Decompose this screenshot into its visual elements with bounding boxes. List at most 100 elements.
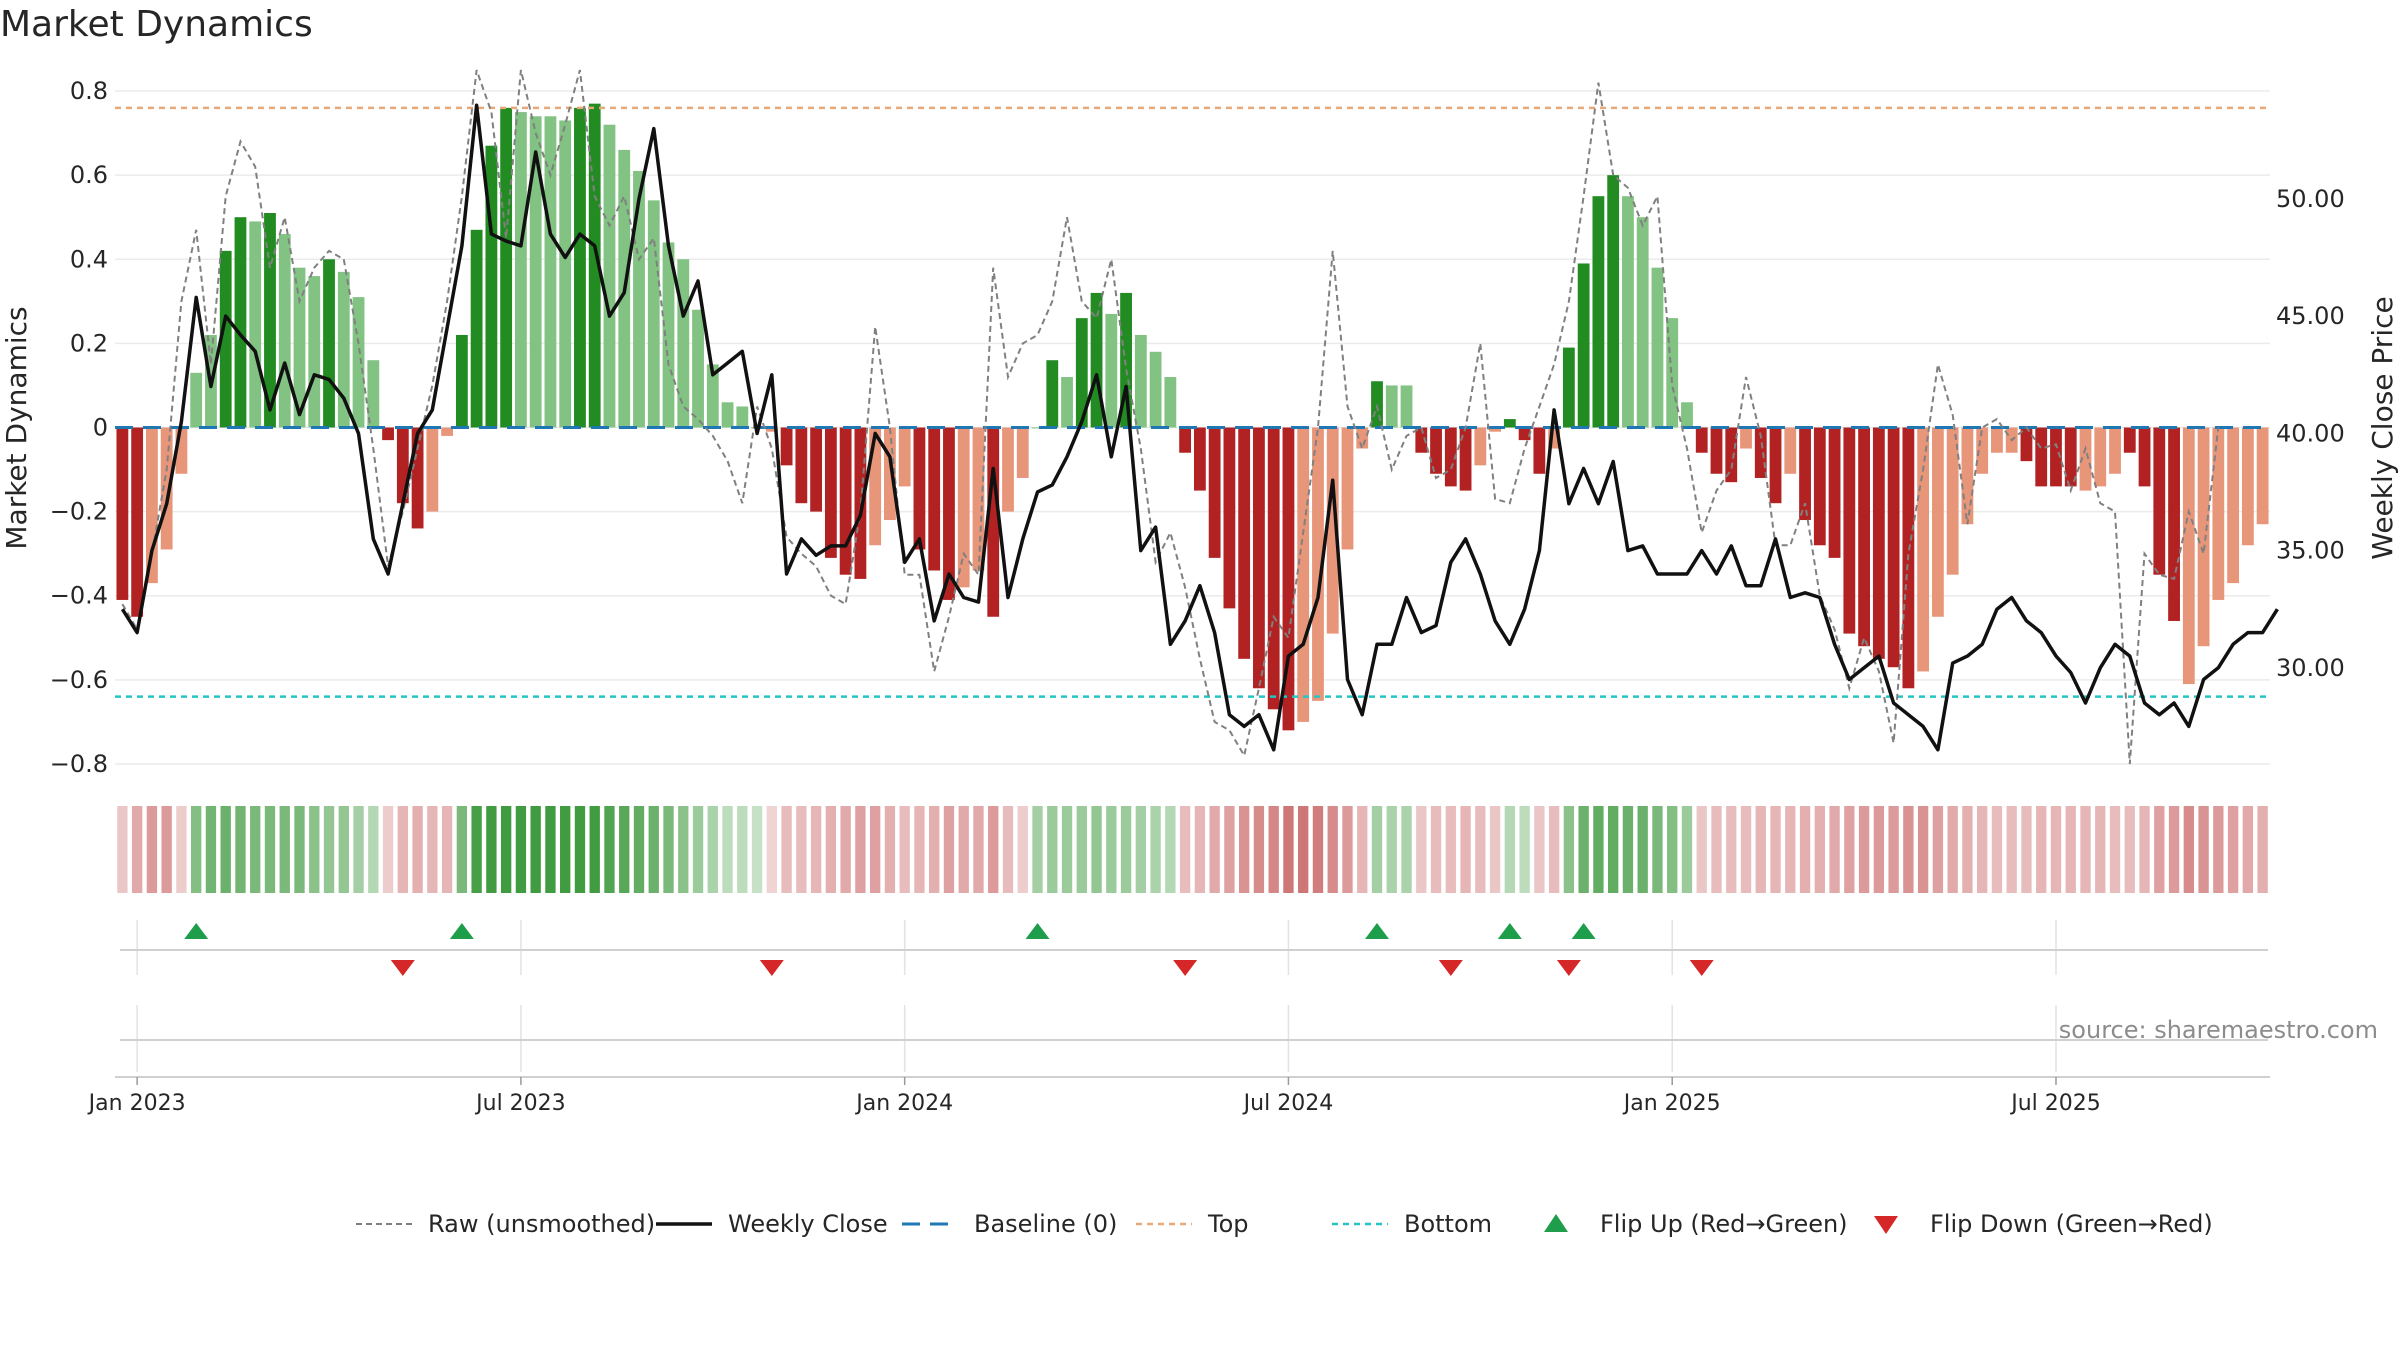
heat-cell [2065,806,2076,893]
heat-cell [176,806,187,893]
heat-cell [840,806,851,893]
heat-cell [737,806,748,893]
dynamics-bar [1991,427,2003,453]
legend-item: Weekly Close [656,1210,888,1238]
dynamics-bar [706,364,719,428]
heat-cell [722,806,733,893]
dynamics-bar [1430,427,1442,474]
flip-down-marker [390,960,415,976]
dynamics-bar [2256,427,2269,525]
heat-cell [1357,806,1368,893]
heat-cell [2124,806,2135,893]
close-series [120,103,2279,752]
legend-label: Top [1207,1210,1249,1238]
heat-cell [604,806,615,893]
dynamics-bar [145,427,158,584]
heat-cell [1962,806,1973,893]
heat-cell [441,806,453,893]
axes: 0.8 0.6 0.4 0.2 0 −0.2 −0.4 −0.6 −0.8 30.00 35.00 4… [50,77,2345,778]
y2-tick-label: 30.00 [2276,654,2345,682]
heat-cell [264,806,276,893]
dynamics-bar [1740,427,1752,449]
y-tick-label: 0.6 [70,161,108,189]
y-tick-label: −0.8 [50,750,108,778]
legend-label: Weekly Close [728,1210,888,1238]
dynamics-bar [1710,427,1723,474]
dynamics-bar [603,124,616,428]
dynamics-bar [1459,427,1472,491]
grid-lines [115,90,2270,1072]
source-label: source: sharemaestro.com [2059,1016,2378,1044]
heat-cell [1179,806,1191,893]
dynamics-bar [160,427,173,550]
dynamics-bar [1031,427,1044,429]
dynamics-bar [441,427,454,436]
heat-cell [1844,806,1855,893]
heat-cell [1238,806,1250,893]
y-tick-label: 0 [93,414,108,442]
dynamics-bar [957,427,970,588]
dynamics-bar [2227,427,2240,584]
heat-cell [1165,806,1176,893]
dynamics-bar [869,427,882,546]
dynamics-bar [2197,427,2210,647]
dynamics-bar [1341,427,1354,550]
heat-cell [1534,806,1545,893]
heat-cell [707,806,718,893]
dynamics-bar [367,360,380,428]
dynamics-bar [1312,427,1324,701]
dynamics-bar [1725,427,1738,483]
legend-label: Flip Down (Green→Red) [1930,1210,2213,1238]
heat-cell [2198,806,2209,893]
dynamics-bar [987,427,1000,617]
heat-strip [117,806,2268,893]
dynamics-bar [1695,427,1708,453]
heat-cell [929,806,940,893]
flip-up-marker [184,923,209,939]
dynamics-bar [1769,427,1782,504]
dynamics-bar [411,427,424,529]
heat-cell [943,806,955,893]
heat-cell [1608,806,1619,893]
dynamics-bar [824,427,837,558]
dynamics-bar [765,427,778,432]
y-tick-label: 0.2 [70,329,108,357]
page-title: Market Dynamics [0,4,313,45]
heat-cell [412,806,423,893]
raw-series [121,69,2220,765]
heat-cell [884,806,896,893]
heat-cell [1489,806,1501,893]
heat-cell [825,806,837,893]
heat-cell [309,806,320,893]
raw-line [121,69,2220,765]
heat-cell [471,806,482,893]
dynamics-bar [1223,427,1236,609]
dynamics-bar [884,427,896,521]
heat-cell [1106,806,1117,893]
heat-cell [810,806,822,893]
flip-up-marker [449,923,474,939]
y-tick-label: −0.4 [50,582,108,610]
dynamics-bar [1297,427,1310,722]
heat-cell [973,806,984,893]
heat-cell [220,806,231,893]
dynamics-bar [662,242,675,428]
heat-cell [2050,806,2062,893]
heat-cell [2095,806,2106,893]
heat-cell [678,806,689,893]
heat-cell [1194,806,1206,893]
heat-cell [294,806,305,893]
dynamics-bar [470,229,483,428]
dynamics-bar [1666,318,1679,428]
heat-cell [899,806,910,893]
dynamics-bar [1253,427,1265,689]
y2-axis-label: Weekly Close Price [2366,296,2399,559]
heat-cell [382,806,394,893]
heat-cell [1504,806,1516,893]
heat-cell [2183,806,2194,893]
dynamics-bar [1976,427,1989,474]
heat-cell [131,806,143,893]
dynamics-bar [2212,427,2225,600]
dynamics-bar [2168,427,2180,621]
